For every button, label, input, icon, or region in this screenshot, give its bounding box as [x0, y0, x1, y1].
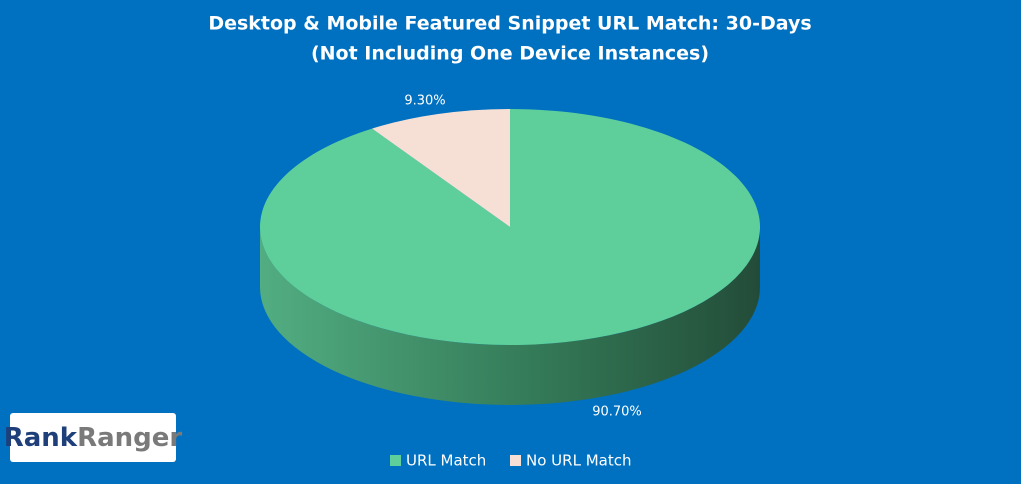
logo-text: RankRanger [4, 423, 183, 453]
logo-part: Rank [4, 423, 78, 453]
chart-subtitle: (Not Including One Device Instances) [311, 43, 709, 65]
logo-box [10, 413, 176, 462]
pie-side [260, 227, 760, 405]
pie-slice [372, 109, 510, 227]
legend-swatch [390, 455, 401, 466]
legend-label: URL Match [406, 452, 486, 470]
logo: RankRanger [4, 413, 183, 462]
chart-title: Desktop & Mobile Featured Snippet URL Ma… [208, 13, 811, 35]
data-label: 90.70% [592, 405, 642, 420]
data-label: 9.30% [404, 94, 445, 109]
pie: 90.70% 9.30% [259, 94, 761, 420]
legend-label: No URL Match [526, 452, 631, 470]
logo-part: Ranger [77, 423, 182, 453]
legend-swatch [510, 455, 521, 466]
legend: URL Match No URL Match [390, 452, 631, 470]
